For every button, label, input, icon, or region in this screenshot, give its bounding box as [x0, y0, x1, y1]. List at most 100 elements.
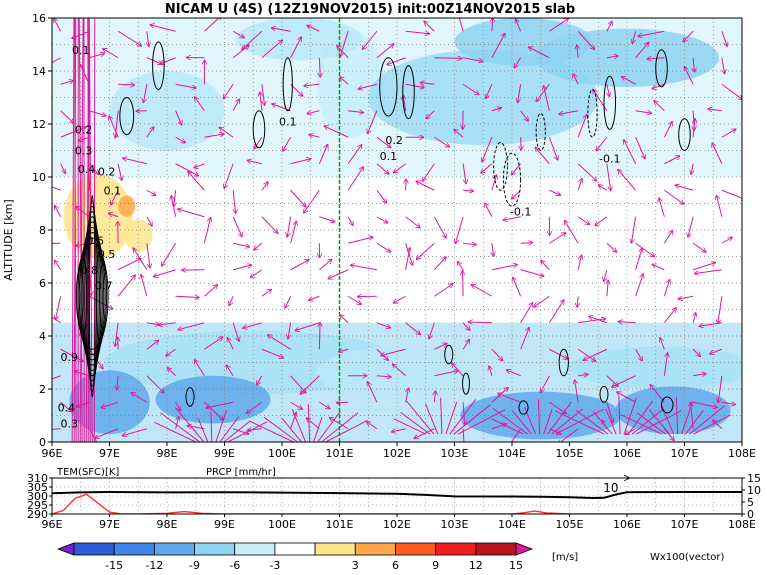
wind-vector: [175, 83, 196, 88]
wind-vector: [150, 25, 176, 32]
wind-vector: [117, 275, 135, 297]
shade-patch-2: [118, 195, 136, 217]
prcp-line: [52, 493, 742, 514]
wind-vector: [108, 213, 119, 218]
wind-vector: [663, 121, 672, 138]
contour-neg-0: [502, 152, 522, 207]
wind-vector: [503, 216, 521, 220]
wind-vector: [362, 30, 378, 49]
wind-vector: [635, 242, 655, 256]
wind-vector: [514, 57, 522, 68]
contour-14: [661, 396, 674, 414]
wind-vector: [433, 216, 446, 238]
wind-vector: [290, 260, 310, 271]
wind-vector: [147, 31, 149, 46]
wind-vector: [549, 189, 560, 195]
wind-vector-fan: [263, 416, 298, 442]
wind-vector: [606, 163, 611, 191]
sub-x-ticks: 96E 97E 98E 99E 100E 101E 102E 103E 104E 105E 106E…: [42, 514, 756, 531]
wind-vector: [261, 348, 284, 358]
wind-vector: [434, 257, 446, 271]
wind-vector-fan: [393, 418, 426, 435]
wind-vector: [257, 375, 263, 385]
wind-vector: [348, 237, 373, 244]
wind-vector: [647, 58, 665, 59]
wind-vector: [319, 259, 331, 271]
wind-vector: [250, 269, 263, 278]
x-tick-label: 98E: [157, 447, 178, 460]
wind-vector-fan: [620, 414, 662, 435]
wind-vector: [175, 401, 181, 411]
wind-vector: [376, 216, 388, 223]
wind-vector: [272, 104, 291, 112]
wind-vector: [520, 327, 530, 350]
wind-vector: [307, 111, 320, 114]
sub-x-tick-label: 98E: [157, 518, 178, 531]
wind-vector-fan: [223, 420, 251, 442]
wind-vector: [577, 30, 594, 49]
wind-vector: [693, 110, 694, 131]
wind-vector: [350, 265, 377, 271]
wind-vector: [290, 159, 311, 165]
wind-vector: [283, 136, 292, 151]
wind-vector: [101, 401, 119, 407]
wind-vector-fan: [605, 409, 617, 435]
contour-label: 0.6: [86, 235, 104, 248]
wind-vector: [60, 401, 72, 412]
wind-vector: [232, 99, 239, 111]
wind-vector: [194, 163, 205, 168]
wind-vector: [663, 230, 672, 244]
contour-neg-1: [535, 112, 546, 151]
wind-vector: [434, 284, 453, 297]
wind-vector: [122, 428, 148, 436]
contour-0: [119, 97, 135, 136]
wind-vector: [405, 243, 413, 265]
wind-vector: [721, 237, 732, 244]
wind-vector: [521, 137, 522, 150]
contour-8: [678, 118, 691, 152]
wind-vector: [564, 220, 579, 244]
wind-vector: [618, 322, 636, 323]
wind-vector: [178, 209, 205, 218]
wind-vector: [194, 360, 205, 377]
wind-vector: [434, 58, 462, 59]
colorbar-segment: [73, 542, 115, 556]
contour-label: 0.8: [81, 264, 99, 277]
wind-vector: [376, 242, 391, 252]
wind-vector-jet: [88, 18, 93, 442]
wind-vector: [158, 323, 176, 325]
wind-vector: [167, 368, 176, 377]
wind-vector: [247, 429, 262, 430]
wind-vector: [340, 31, 349, 57]
wind-vector: [675, 185, 694, 191]
wind-vector: [232, 428, 249, 434]
wind-vector: [52, 428, 61, 430]
wind-vector: [577, 255, 581, 270]
wind-vector-fan: [317, 411, 341, 442]
wind-vector: [117, 258, 141, 271]
wind-vector: [232, 322, 239, 342]
wind-vector: [227, 338, 234, 350]
wind-vector: [224, 163, 234, 189]
wind-vector: [426, 110, 435, 119]
colorbar-tick-label: -15: [105, 559, 123, 572]
wind-vector: [261, 216, 278, 234]
wind-vector: [254, 136, 263, 149]
x-tick-label: 104E: [498, 447, 526, 460]
wind-vector: [290, 37, 302, 58]
wind-vector: [254, 242, 263, 250]
wind-vector: [118, 337, 119, 350]
y-tick-label: 10: [32, 171, 46, 184]
contour-12: [558, 348, 569, 377]
wind-vector: [95, 428, 119, 438]
shade-patch-10: [316, 346, 478, 400]
wind-vector: [549, 348, 567, 359]
wind-vector: [52, 316, 61, 324]
wind-vector: [347, 216, 353, 226]
wind-vector: [455, 216, 464, 244]
wind-vector: [491, 348, 503, 361]
shade-patch-8: [454, 18, 593, 66]
wind-vector: [337, 46, 349, 59]
wind-vector: [52, 57, 61, 64]
wind-vector: [578, 319, 605, 324]
